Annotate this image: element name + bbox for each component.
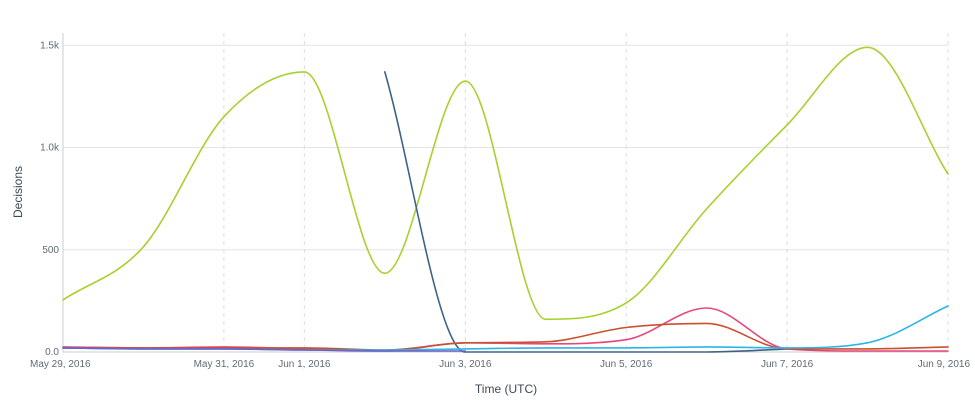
y-tick-label: 500 bbox=[42, 245, 59, 256]
x-tick-label: Jun 1, 2016 bbox=[278, 359, 331, 370]
y-tick-label: 1.0k bbox=[40, 143, 60, 154]
series-line-3 bbox=[62, 307, 949, 352]
x-axis-title: Time (UTC) bbox=[475, 382, 537, 396]
y-tick-label: 0.0 bbox=[45, 347, 59, 358]
y-axis-title: Decisions bbox=[11, 166, 25, 218]
grid-layer bbox=[62, 33, 949, 353]
x-tick-label: Jun 3, 2016 bbox=[439, 359, 492, 370]
series-line-4 bbox=[62, 322, 949, 351]
x-tick-label: May 29, 2016 bbox=[30, 359, 91, 370]
y-tick-label: 1.5k bbox=[40, 40, 60, 51]
series-line-1 bbox=[62, 46, 949, 321]
tick-layer: 0.0 500 1.0k 1.5k May 29, 2016 May 31, 2016 Ju… bbox=[30, 40, 970, 370]
series-line-2 bbox=[384, 71, 788, 353]
x-tick-label: May 31, 2016 bbox=[194, 359, 255, 370]
series-line-6 bbox=[62, 347, 467, 352]
series-layer bbox=[62, 46, 949, 353]
x-tick-label: Jun 5, 2016 bbox=[600, 359, 653, 370]
x-tick-label: Jun 7, 2016 bbox=[761, 359, 814, 370]
x-tick-label: Jun 9, 2016 bbox=[918, 359, 971, 370]
